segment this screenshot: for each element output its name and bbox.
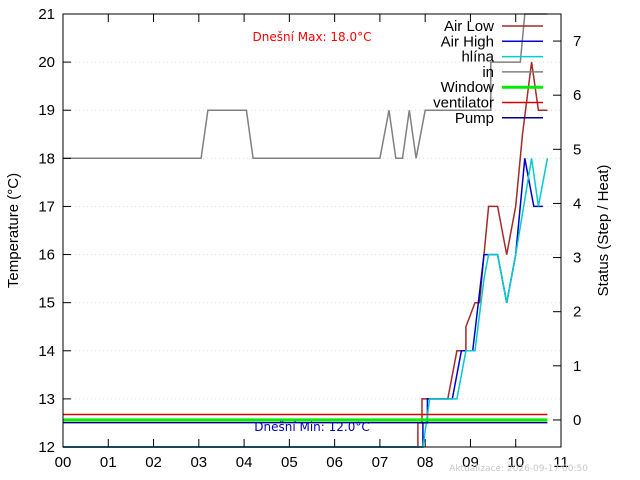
update-timestamp: Aktualizace: 2026-09-17 00:50 <box>449 464 588 474</box>
y2-axis-label: Status (Step / Heat) <box>595 165 612 297</box>
legend-label: Pump <box>455 110 494 127</box>
y-tick-label: 21 <box>38 6 55 23</box>
y-tick-label: 15 <box>38 295 55 312</box>
y-tick-label: 19 <box>38 102 55 119</box>
x-tick-label: 07 <box>372 454 389 471</box>
series-line-in <box>63 13 548 160</box>
legend-label: in <box>482 64 494 81</box>
series-line-air-high <box>63 158 543 448</box>
y-tick-label: 18 <box>38 150 55 167</box>
daily-max-annotation: Dnešní Max: 18.0°C <box>253 30 372 44</box>
x-tick-label: 11 <box>553 454 569 471</box>
x-tick-label: 05 <box>281 454 298 471</box>
y2-tick-label: 7 <box>573 33 581 50</box>
y2-tick-label: 1 <box>573 358 581 375</box>
y-tick-label: 13 <box>38 391 55 408</box>
y2-tick-label: 0 <box>573 412 581 429</box>
x-tick-label: 02 <box>145 454 162 471</box>
x-tick-label: 06 <box>326 454 343 471</box>
x-tick-label: 03 <box>190 454 207 471</box>
series-line-hl-na <box>63 158 549 448</box>
legend-label: ventilator <box>433 95 494 112</box>
plot-area-frame <box>62 13 562 448</box>
y2-tick-label: 4 <box>573 195 581 212</box>
y-tick-label: 20 <box>38 54 55 71</box>
series-line-air-low <box>63 61 548 448</box>
y2-tick-label: 2 <box>573 304 581 321</box>
y-axis-label: Temperature (°C) <box>5 173 22 288</box>
series-lines <box>63 13 549 448</box>
legend-label: hlína <box>461 49 494 66</box>
y2-tick-label: 5 <box>573 141 581 158</box>
x-tick-label: 09 <box>462 454 479 471</box>
x-tick-label: 08 <box>417 454 434 471</box>
x-tick-label: 10 <box>507 454 524 471</box>
daily-min-annotation: Dnešní Min: 12.0°C <box>254 420 369 434</box>
y-tick-label: 12 <box>38 439 55 456</box>
x-tick-label: 00 <box>55 454 72 471</box>
y2-tick-label: 3 <box>573 250 581 267</box>
y2-tick-label: 6 <box>573 87 581 104</box>
y-tick-label: 16 <box>38 247 55 264</box>
x-tick-label: 04 <box>236 454 253 471</box>
y-tick-label: 17 <box>38 198 55 215</box>
legend-label: Air Low <box>444 18 494 35</box>
y-tick-label: 14 <box>38 343 55 360</box>
legend-label: Air High <box>441 33 494 50</box>
x-tick-label: 01 <box>100 454 117 471</box>
legend-label: Window <box>441 79 495 96</box>
